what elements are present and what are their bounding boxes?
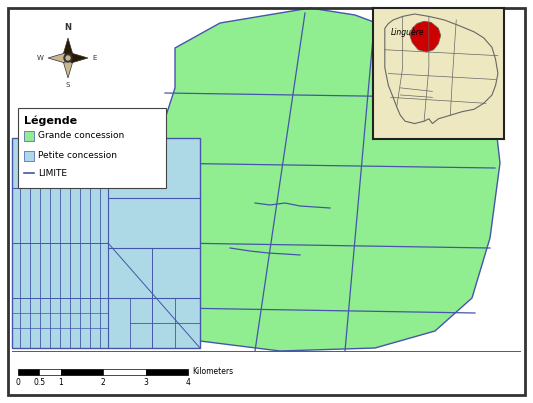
Bar <box>146 369 188 375</box>
Polygon shape <box>48 53 65 63</box>
Bar <box>24 131 34 141</box>
Text: LIMITE: LIMITE <box>38 168 67 177</box>
Text: Petite concession: Petite concession <box>38 152 117 160</box>
Circle shape <box>66 56 70 60</box>
Text: 3: 3 <box>143 378 148 387</box>
Text: 1: 1 <box>58 378 63 387</box>
Polygon shape <box>148 8 500 351</box>
Text: W: W <box>37 55 44 61</box>
Bar <box>24 151 34 161</box>
Text: E: E <box>92 55 96 61</box>
Text: S: S <box>66 82 70 88</box>
Text: N: N <box>64 23 71 32</box>
Bar <box>61 369 103 375</box>
Text: 2: 2 <box>101 378 106 387</box>
Bar <box>18 108 166 188</box>
Text: 0.5: 0.5 <box>33 378 45 387</box>
Bar <box>18 369 39 375</box>
Bar <box>39 369 61 375</box>
Text: Grande concession: Grande concession <box>38 131 124 141</box>
Text: 0: 0 <box>15 378 20 387</box>
Text: Légende: Légende <box>24 116 77 127</box>
Text: 4: 4 <box>185 378 190 387</box>
Polygon shape <box>410 21 441 52</box>
Polygon shape <box>63 61 73 78</box>
Polygon shape <box>12 138 200 348</box>
Text: Linguère: Linguère <box>391 28 424 37</box>
Text: Kilometers: Kilometers <box>192 368 233 376</box>
Polygon shape <box>71 53 88 63</box>
Circle shape <box>64 54 72 62</box>
Bar <box>103 369 146 375</box>
Polygon shape <box>63 38 73 55</box>
Polygon shape <box>385 14 498 124</box>
